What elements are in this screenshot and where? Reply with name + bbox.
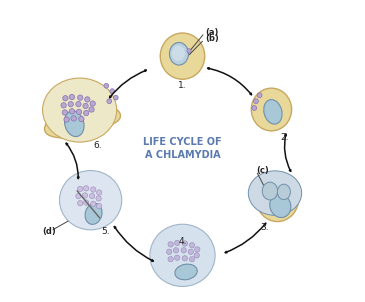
Circle shape [110,89,115,94]
Text: 6.: 6. [94,141,102,150]
Circle shape [96,204,102,209]
Circle shape [77,201,83,206]
Ellipse shape [150,224,215,287]
Ellipse shape [43,78,117,142]
Circle shape [76,109,82,114]
Circle shape [166,249,172,255]
Circle shape [64,117,69,122]
FancyArrowPatch shape [110,70,146,98]
Text: (b): (b) [205,34,219,43]
Circle shape [174,240,180,246]
Circle shape [90,101,95,106]
Circle shape [182,241,188,246]
Circle shape [89,193,95,199]
Circle shape [173,248,178,253]
Circle shape [71,116,76,121]
Polygon shape [45,90,120,138]
Circle shape [69,95,74,100]
Circle shape [83,103,88,109]
Circle shape [62,110,68,115]
Circle shape [82,193,88,198]
Circle shape [84,200,89,205]
Ellipse shape [262,182,278,200]
Circle shape [107,99,112,104]
Text: 5.: 5. [101,227,110,236]
Circle shape [91,187,96,192]
Circle shape [76,193,81,199]
Circle shape [254,99,258,104]
Ellipse shape [169,43,188,65]
Ellipse shape [248,171,301,215]
Circle shape [114,95,118,100]
FancyArrowPatch shape [225,223,266,253]
Text: LIFE CYCLE OF: LIFE CYCLE OF [143,137,222,147]
Circle shape [168,242,173,247]
Ellipse shape [264,100,282,124]
Circle shape [96,196,101,201]
Ellipse shape [175,264,197,280]
Circle shape [181,248,187,253]
FancyArrowPatch shape [208,68,251,95]
Ellipse shape [270,194,291,217]
Ellipse shape [256,175,299,222]
Circle shape [257,93,262,98]
FancyArrowPatch shape [66,143,79,178]
Ellipse shape [172,46,185,61]
Circle shape [69,109,74,114]
Circle shape [96,190,102,195]
Ellipse shape [85,203,102,224]
Text: A CHLAMYDIA: A CHLAMYDIA [145,149,220,159]
Circle shape [194,253,199,258]
Text: 4.: 4. [178,237,187,246]
Circle shape [61,103,66,108]
Circle shape [77,95,83,100]
Text: 1.: 1. [178,81,187,90]
Ellipse shape [158,236,207,286]
Ellipse shape [251,88,292,131]
FancyArrowPatch shape [114,226,153,261]
Ellipse shape [59,171,122,230]
Circle shape [174,255,180,260]
Circle shape [189,256,195,262]
Circle shape [68,101,73,107]
Ellipse shape [160,33,205,79]
Circle shape [104,83,109,88]
Circle shape [182,256,188,261]
Text: (c): (c) [256,166,269,175]
Circle shape [195,247,200,252]
Circle shape [168,256,173,262]
Text: 2.: 2. [281,133,289,142]
Circle shape [79,116,84,122]
Circle shape [76,101,81,107]
Circle shape [252,106,257,111]
Text: (d): (d) [43,227,56,236]
Circle shape [85,97,90,102]
Circle shape [189,243,195,248]
Ellipse shape [68,182,110,226]
Circle shape [187,49,191,53]
Circle shape [77,186,83,191]
Circle shape [84,186,89,191]
Circle shape [91,201,96,207]
Text: (a): (a) [205,28,219,37]
Circle shape [188,249,193,255]
Circle shape [84,111,89,116]
FancyArrowPatch shape [285,134,291,171]
Circle shape [63,95,68,101]
Text: 3.: 3. [261,223,269,232]
Ellipse shape [277,184,291,200]
Ellipse shape [65,111,84,137]
Circle shape [89,107,94,112]
